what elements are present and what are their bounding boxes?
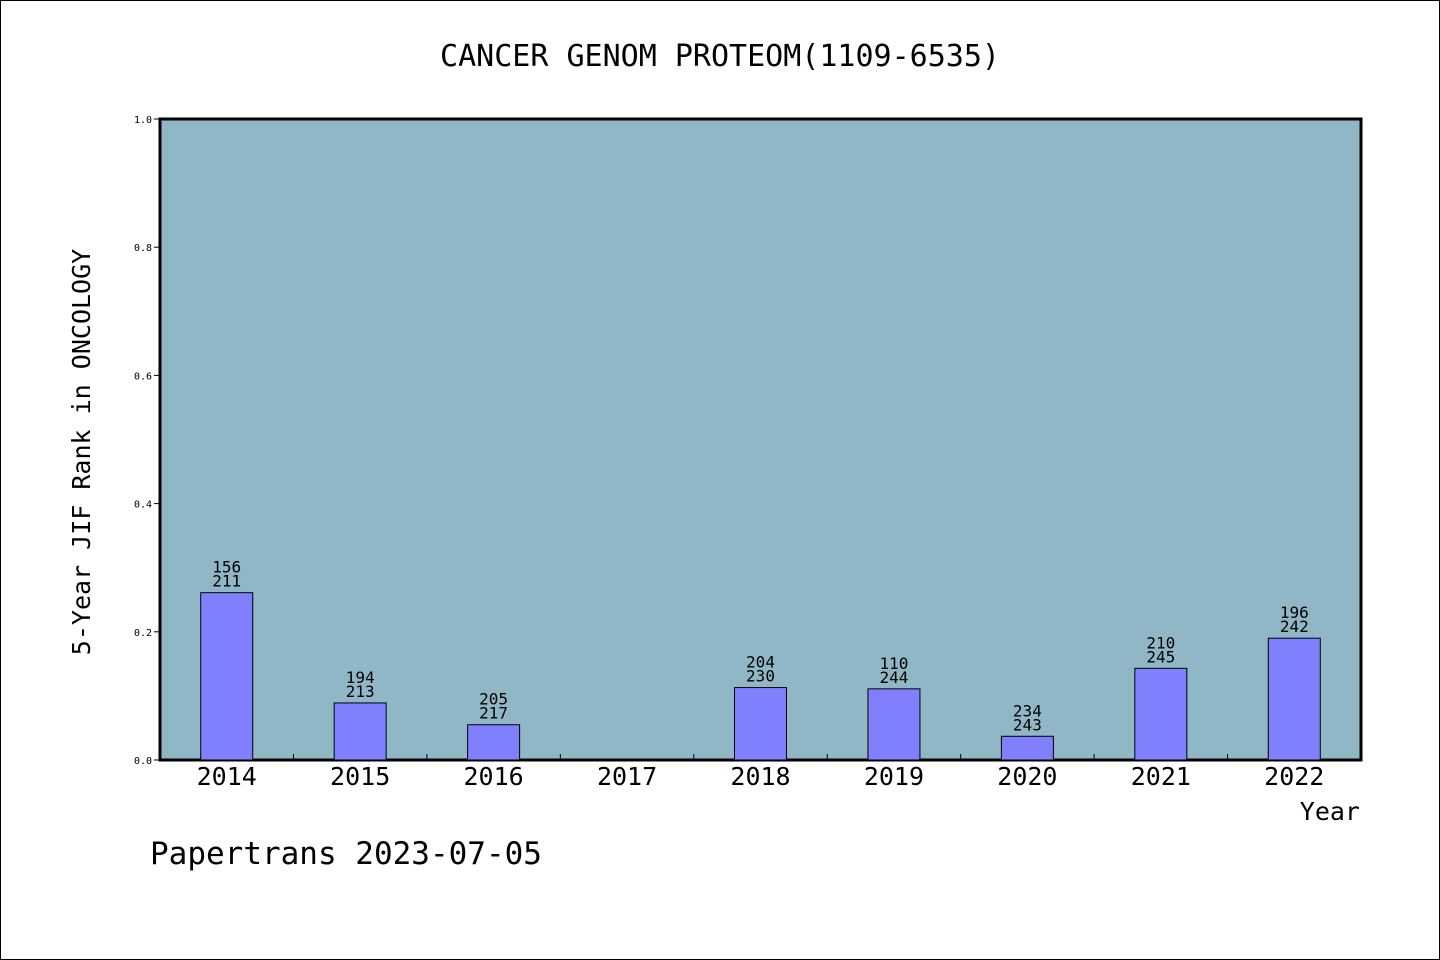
bar-rank-label: 156	[212, 558, 241, 577]
x-tick-label: 2017	[597, 762, 657, 791]
y-tick-label: 0.2	[134, 628, 152, 639]
x-tick-label: 2018	[730, 762, 790, 791]
bar-rank-label: 210	[1146, 633, 1175, 652]
chart-title: CANCER GENOM PROTEOM(1109-6535)	[440, 39, 1000, 74]
bar-rank-label: 196	[1280, 603, 1309, 622]
bar-rank-label: 194	[346, 668, 375, 687]
bar-total-label: 244	[879, 668, 908, 687]
bar-total-label: 242	[1280, 617, 1309, 636]
bar-total-label: 243	[1013, 715, 1042, 734]
x-tick-label: 2015	[330, 762, 390, 791]
plot-area	[158, 117, 1363, 762]
bar-total-label: 211	[212, 572, 241, 591]
x-ticks-group: 2014 2015 2016 2017 2018 2019 2020 2021 2022	[197, 754, 1324, 791]
bar-2022	[1267, 637, 1321, 761]
x-tick-label: 2014	[197, 762, 257, 791]
bar-2015	[333, 702, 387, 761]
x-tick-label: 2019	[864, 762, 924, 791]
x-tick-label: 2016	[464, 762, 524, 791]
bar-total-label: 217	[479, 704, 508, 723]
y-ticks-group: 0.0 0.2 0.4 0.6 0.8 1.0	[134, 115, 160, 767]
bar-total-label: 213	[346, 682, 375, 701]
bar-2014	[200, 592, 254, 761]
footer-credit: Papertrans 2023-07-05	[150, 836, 542, 872]
bar-2016	[467, 724, 521, 761]
bar-2018	[734, 687, 787, 761]
y-axis-label: 5-Year JIF Rank in ONCOLOGY	[67, 249, 96, 655]
bar-2021	[1134, 667, 1188, 761]
x-tick-label: 2022	[1264, 762, 1324, 791]
y-tick-label: 0.4	[134, 500, 152, 511]
x-tick-label: 2021	[1131, 762, 1191, 791]
x-tick-label: 2020	[997, 762, 1057, 791]
y-tick-label: 1.0	[134, 115, 152, 126]
x-axis-label: Year	[1300, 797, 1360, 826]
y-tick-label: 0.6	[134, 371, 152, 382]
y-tick-label: 0.0	[134, 756, 152, 767]
bar-rank-label: 204	[746, 653, 775, 672]
bar-rank-label: 205	[479, 690, 508, 709]
bar-total-label: 230	[746, 667, 775, 686]
bar-total-label: 245	[1146, 647, 1175, 666]
y-tick-label: 0.8	[134, 243, 152, 254]
bar-rank-label: 234	[1013, 701, 1042, 720]
bar-2019	[867, 688, 921, 761]
bar-rank-label: 110	[879, 654, 908, 673]
bar-2020	[1000, 735, 1054, 761]
